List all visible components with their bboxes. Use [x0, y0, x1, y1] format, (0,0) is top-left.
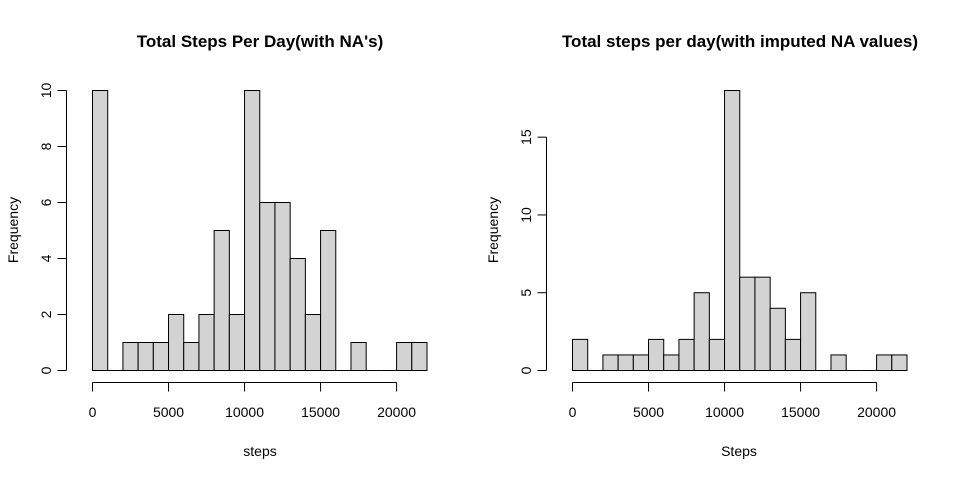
histogram-bar: [663, 354, 680, 372]
histogram-bar: [183, 342, 200, 371]
histogram-bar: [350, 342, 367, 371]
histogram-bar: [572, 338, 589, 371]
y-axis: 0 2 4 6 8 10: [38, 83, 67, 374]
x-tick-label: 0: [569, 404, 577, 420]
y-tick-label: 0: [518, 366, 534, 374]
histogram-bar: [152, 342, 170, 371]
histogram-bar: [320, 230, 337, 371]
histogram-bar: [784, 338, 802, 371]
x-tick-label: 10000: [225, 404, 264, 420]
x-tick-label: 5000: [633, 404, 664, 420]
y-tick-label: 5: [518, 289, 534, 297]
histogram-bar: [228, 314, 246, 371]
histogram-bar: [137, 342, 154, 371]
x-tick-label: 10000: [705, 404, 744, 420]
histogram-bar: [617, 354, 634, 372]
y-axis: 0 5 10 15: [518, 129, 547, 374]
histogram-bar: [122, 342, 139, 371]
histogram-bar: [213, 230, 230, 371]
histogram-bar: [289, 258, 306, 371]
x-axis: 0 5000 10000 15000 20000: [89, 382, 416, 420]
histogram-bar: [648, 338, 665, 371]
x-tick-label: 15000: [781, 404, 820, 420]
histogram-bar: [602, 354, 619, 372]
histogram-bar: [304, 314, 322, 371]
histogram-bar: [632, 354, 650, 372]
histogram-panel-with-na: Total Steps Per Day(with NA's) steps Fre…: [5, 32, 428, 459]
histogram-bar: [830, 354, 847, 372]
chart-title: Total steps per day(with imputed NA valu…: [562, 32, 918, 51]
histogram-bar: [708, 338, 726, 371]
histogram-bar: [754, 276, 771, 371]
x-axis-label: Steps: [721, 443, 757, 459]
histogram-bar: [411, 342, 428, 371]
histogram-bar: [769, 307, 786, 371]
histogram-bar: [168, 314, 185, 371]
histogram-bar: [274, 202, 291, 371]
x-tick-label: 20000: [377, 404, 416, 420]
x-axis-label: steps: [243, 443, 276, 459]
histogram-bar: [198, 314, 215, 371]
x-tick-label: 15000: [301, 404, 340, 420]
histogram-panel-imputed: Total steps per day(with imputed NA valu…: [485, 32, 918, 459]
x-tick-label: 0: [89, 404, 97, 420]
histogram-bar: [800, 292, 817, 372]
histogram-bar: [876, 354, 893, 372]
y-tick-label: 4: [38, 254, 54, 262]
histogram-bar: [678, 338, 695, 371]
histogram-bar: [396, 342, 413, 371]
y-tick-label: 10: [518, 207, 534, 223]
bars: [92, 90, 428, 371]
y-axis-label: Frequency: [5, 197, 21, 263]
histogram-bar: [693, 292, 710, 372]
histogram-bar: [739, 276, 756, 371]
y-tick-label: 8: [38, 142, 54, 150]
histogram-bar: [891, 354, 908, 372]
y-tick-label: 6: [38, 198, 54, 206]
histogram-bar: [259, 202, 276, 371]
histogram-bar: [244, 90, 261, 371]
y-tick-label: 15: [518, 129, 534, 145]
x-axis: 0 5000 10000 15000 20000: [569, 382, 896, 420]
chart-title: Total Steps Per Day(with NA's): [137, 32, 384, 51]
histogram-bar: [724, 90, 741, 371]
y-tick-label: 2: [38, 310, 54, 318]
y-axis-label: Frequency: [485, 197, 501, 263]
bars: [572, 90, 908, 372]
histogram-bar: [92, 90, 109, 371]
x-tick-label: 20000: [857, 404, 896, 420]
y-tick-label: 10: [38, 83, 54, 99]
y-tick-label: 0: [38, 366, 54, 374]
x-tick-label: 5000: [153, 404, 184, 420]
